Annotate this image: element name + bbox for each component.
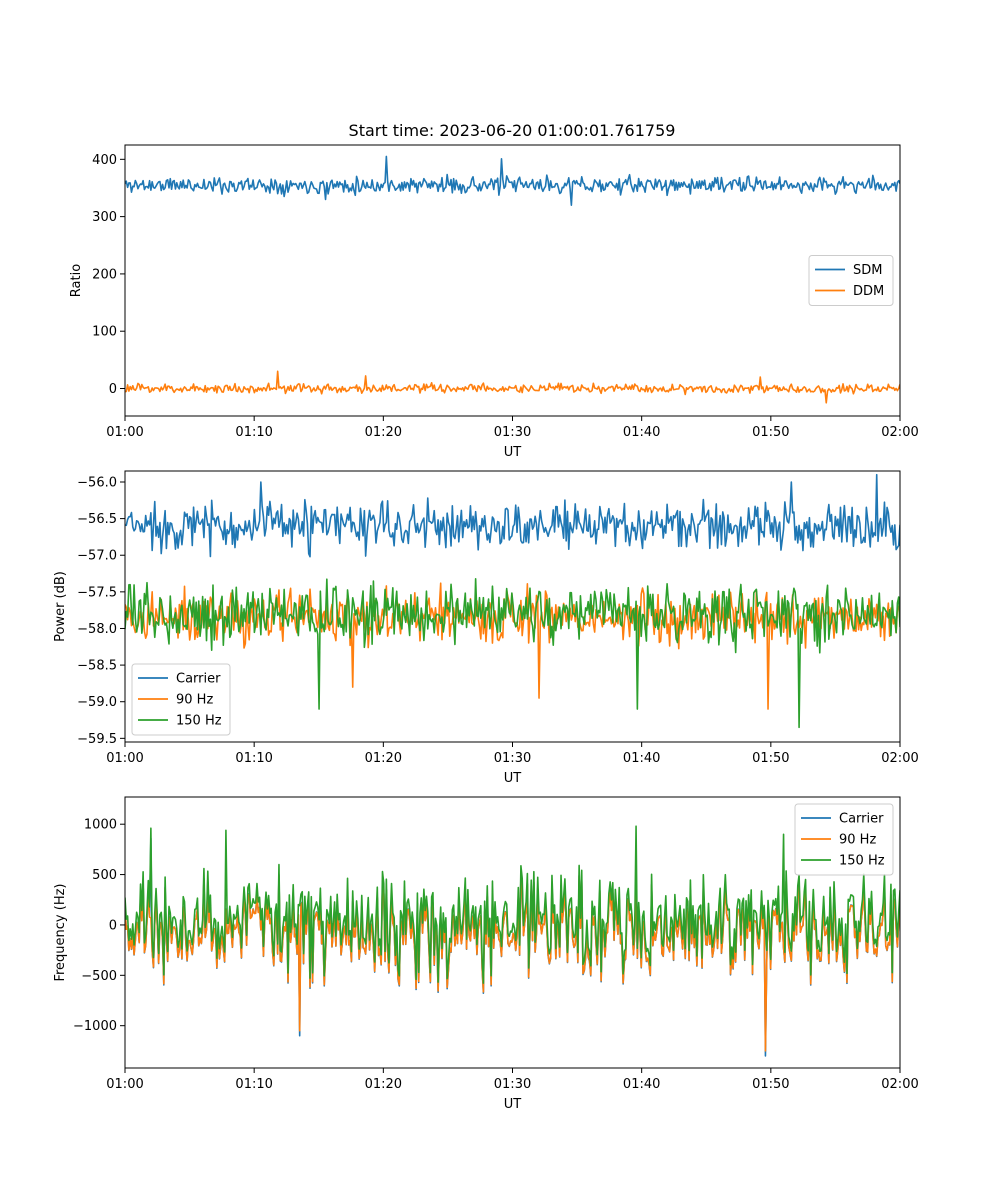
- legend-box: [794, 803, 894, 876]
- legend-label: Carrier: [839, 812, 884, 827]
- y-tick-label: 0: [109, 918, 117, 933]
- series-line-150-hz: [125, 578, 900, 729]
- x-tick-label: 02:00: [881, 1077, 918, 1092]
- y-tick-label: −1000: [73, 1019, 117, 1034]
- y-tick-label: −500: [81, 969, 117, 984]
- y-tick-label: 1000: [84, 818, 117, 833]
- chart-panel-1: 01:00 01:10 01:20 01:30 01:40 01:50 02:00 0 100 2…: [69, 144, 919, 460]
- x-tick-label: 02:00: [881, 751, 918, 766]
- x-tick-label: 01:30: [494, 1077, 531, 1092]
- series-line-90-hz: [125, 875, 900, 1052]
- legend-label: 150 Hz: [176, 714, 222, 729]
- x-tick-label: 01:00: [106, 751, 143, 766]
- plot-area: [125, 825, 900, 1057]
- series-line-carrier: [125, 473, 900, 558]
- y-tick-label: 300: [92, 210, 117, 225]
- series-line-sdm: [125, 155, 900, 206]
- legend-box: [131, 663, 231, 736]
- x-tick-label: 01:20: [365, 751, 402, 766]
- y-tick-label: 500: [92, 868, 117, 883]
- y-tick-label: 200: [92, 267, 117, 282]
- x-tick-label: 01:20: [365, 1077, 402, 1092]
- y-tick-label: 400: [92, 153, 117, 168]
- x-tick-label: 01:50: [752, 751, 789, 766]
- legend-label: 90 Hz: [176, 693, 213, 708]
- legend: Carrier 90 Hz 150 Hz: [131, 663, 231, 736]
- y-tick-label: −56.0: [77, 475, 117, 490]
- y-tick-label: 100: [92, 325, 117, 340]
- legend-label: DDM: [853, 284, 884, 299]
- y-tick-label: 0: [109, 382, 117, 397]
- series-line-ddm: [125, 370, 900, 404]
- x-tick-label: 01:30: [494, 425, 531, 440]
- x-axis-label: UT: [504, 771, 522, 786]
- legend: SDM DDM: [808, 255, 894, 306]
- y-tick-label: −58.5: [77, 659, 117, 674]
- x-tick-label: 01:40: [623, 1077, 660, 1092]
- legend-label: 150 Hz: [839, 854, 885, 869]
- y-tick-label: −59.5: [77, 732, 117, 747]
- x-tick-label: 01:20: [365, 425, 402, 440]
- y-axis-label: Ratio: [69, 264, 84, 297]
- y-tick-label: −58.0: [77, 622, 117, 637]
- x-tick-label: 01:10: [235, 425, 272, 440]
- chart-panel-3: 01:00 01:10 01:20 01:30 01:40 01:50 02:00 −1000…: [53, 796, 919, 1112]
- legend-label: 90 Hz: [839, 833, 876, 848]
- x-tick-label: 01:50: [752, 425, 789, 440]
- chart-panel-2: 01:00 01:10 01:20 01:30 01:40 01:50 02:00 −59.5…: [53, 470, 919, 786]
- legend-label: Carrier: [176, 672, 221, 687]
- x-tick-label: 01:00: [106, 1077, 143, 1092]
- x-tick-label: 01:00: [106, 425, 143, 440]
- y-tick-label: −57.0: [77, 549, 117, 564]
- x-tick-label: 01:50: [752, 1077, 789, 1092]
- x-tick-label: 02:00: [881, 425, 918, 440]
- series-line-150-hz: [125, 825, 900, 984]
- y-axis-label: Power (dB): [53, 571, 68, 642]
- x-axis-label: UT: [504, 445, 522, 460]
- y-tick-label: −56.5: [77, 512, 117, 527]
- x-axis-label: UT: [504, 1097, 522, 1112]
- plot-area: [125, 155, 900, 404]
- x-tick-label: 01:10: [235, 751, 272, 766]
- legend-label: SDM: [853, 263, 882, 278]
- legend: Carrier 90 Hz 150 Hz: [794, 803, 894, 876]
- x-tick-label: 01:30: [494, 751, 531, 766]
- y-tick-label: −59.0: [77, 695, 117, 710]
- plot-area: [125, 473, 900, 729]
- x-tick-label: 01:40: [623, 751, 660, 766]
- legend-box: [808, 255, 894, 306]
- y-tick-label: −57.5: [77, 585, 117, 600]
- x-tick-label: 01:40: [623, 425, 660, 440]
- y-axis-label: Frequency (Hz): [53, 883, 68, 981]
- x-tick-label: 01:10: [235, 1077, 272, 1092]
- figure-title: Start time: 2023-06-20 01:00:01.761759: [349, 121, 676, 140]
